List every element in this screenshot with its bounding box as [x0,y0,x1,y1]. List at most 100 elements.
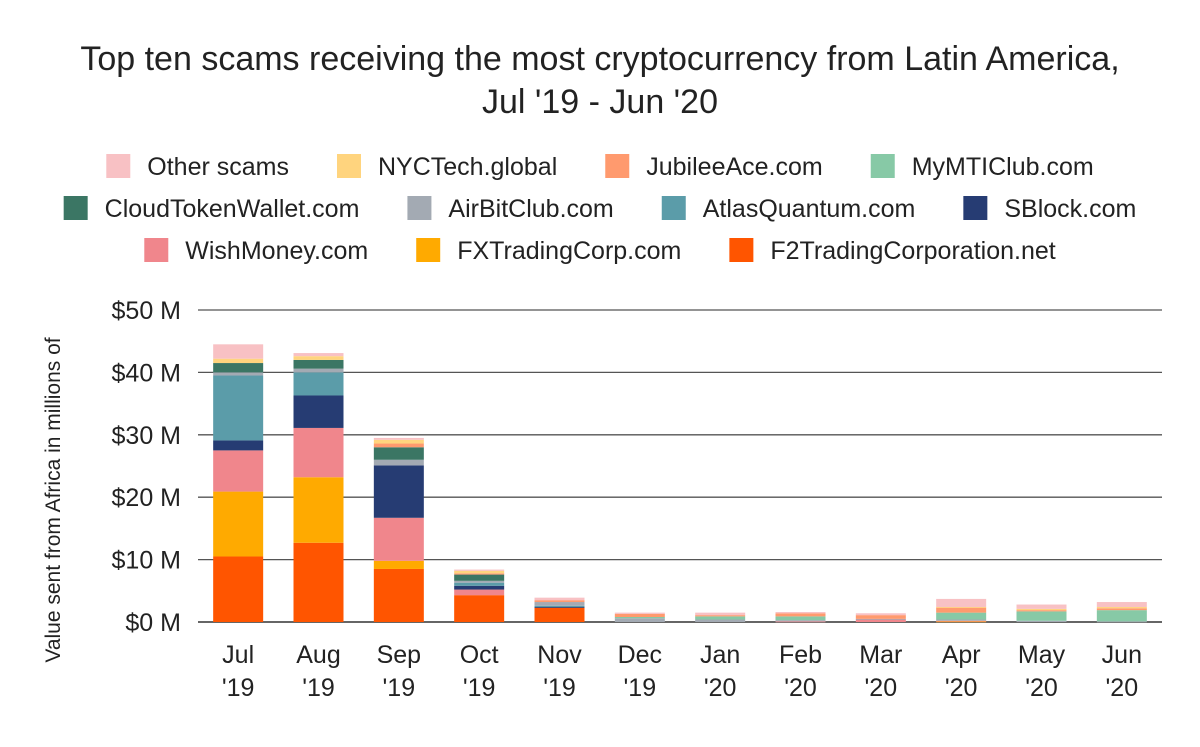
x-tick-label-line: Apr [942,641,981,669]
legend-swatch [963,196,988,220]
legend-item: CloudTokenWallet.com [63,195,360,223]
bar-segment [213,450,264,492]
bar-segment [373,459,424,466]
chart-title-line: Top ten scams receiving the most cryptoc… [80,40,1119,78]
bar-segment [454,569,505,571]
legend-label: AtlasQuantum.com [703,195,916,223]
legend-swatch [106,154,131,178]
bar-segment [213,363,264,373]
bar-stack [373,437,424,622]
x-tick-label: Jan '20 [700,641,740,702]
bar-segment [454,573,505,575]
bar-segment [1016,610,1067,612]
bar-segment [775,612,826,614]
bar-stack [454,569,505,622]
y-axis-label: Value sent from Africa in millions of [42,337,65,662]
bar-segment [373,439,424,444]
chart-title: Top ten scams receiving the most cryptoc… [80,40,1119,121]
bar-segment [695,619,746,622]
legend-label: AirBitClub.com [448,195,613,223]
bar-segment [293,542,344,622]
x-tick-label: Nov '19 [537,641,582,702]
legend-item: FXTradingCorp.com [416,237,681,265]
bar-segment [454,570,505,574]
bar-segment [213,375,264,441]
legend-swatch [63,196,88,220]
legend-label: SBlock.com [1004,195,1136,223]
bar-segment [936,620,987,622]
bar-segment [373,560,424,569]
bar-stack [695,612,746,622]
legend-label: WishMoney.com [185,237,368,265]
x-tick-label-line: Mar [859,641,902,669]
x-tick-label-line: Oct [460,641,499,669]
bar-segment [293,368,344,373]
legend-item: WishMoney.com [144,237,368,265]
bar-segment [936,621,987,623]
bar-segment [936,612,987,620]
bar-stack [614,612,665,622]
legend-label: F2TradingCorporation.net [770,237,1055,265]
x-tick-label: Sep '19 [377,641,421,702]
bar-stack [936,598,987,623]
legend-item: NYCTech.global [336,153,557,181]
bar-segment [293,477,344,543]
bar-segment [454,589,505,596]
legend-item: MyMTIClub.com [870,153,1094,181]
x-tick-label-line: '20 [1025,674,1058,702]
bar-segment [293,356,344,360]
bar-segment [936,619,987,621]
bar-segment [213,372,264,376]
legend-label: FXTradingCorp.com [457,237,681,265]
legend-swatch [605,154,630,178]
bar-segment [293,427,344,478]
x-tick-label-line: '20 [704,674,737,702]
x-tick-label-line: Nov [537,641,582,669]
legend-label: MyMTIClub.com [912,153,1094,181]
bar-segment [1096,607,1147,609]
legend-item: Other scams [106,153,289,181]
bar-segment [936,607,987,608]
bar-segment [1016,604,1067,609]
legend-item: AtlasQuantum.com [661,195,916,223]
bar-segment [534,597,585,601]
bar-segment [293,353,344,357]
legend-label: Other scams [147,153,289,181]
bar-segment [855,618,906,620]
bar-segment [454,580,505,583]
bar-segment [293,372,344,396]
legend-item: JubileeAce.com [605,153,823,181]
x-tick-label: Apr '20 [942,641,981,702]
legend-swatch [416,238,441,262]
bar-stack [213,344,264,622]
x-tick-label-line: '19 [383,674,416,702]
bar-segment [1096,608,1147,611]
x-tick-label: Dec '19 [618,641,662,702]
legend-item: F2TradingCorporation.net [729,237,1056,265]
x-tick-label-line: Dec [618,641,662,669]
x-axis-tick-labels: Jul '19 Aug '19 Sep '19 Oct '19 Nov '19 Dec '19 Jan '… [222,641,1142,702]
bar-segment [1016,611,1067,621]
x-tick-label-line: '19 [463,674,496,702]
bar-stack [775,612,826,623]
bar-stack [534,597,585,622]
x-tick-label-line: Feb [779,641,822,669]
bar-segment [775,613,826,617]
bars [213,344,1147,623]
bar-stack [855,613,906,622]
x-tick-label-line: Jul [222,641,254,669]
y-tick-label: $0 M [125,609,181,637]
y-axis-tick-labels: $0 M $10 M $20 M $30 M $40 M $50 M [112,297,181,637]
bar-segment [213,556,264,622]
legend-label: CloudTokenWallet.com [105,195,360,223]
bar-segment [614,618,665,622]
y-tick-label: $50 M [112,297,181,325]
bar-segment [213,344,264,359]
bar-segment [213,440,264,451]
x-tick-label: Jul '19 [222,641,255,702]
bar-segment [373,447,424,460]
legend-swatch [661,196,686,220]
bar-stack [293,353,344,622]
y-tick-label: $30 M [112,422,181,450]
bar-segment [454,574,505,581]
